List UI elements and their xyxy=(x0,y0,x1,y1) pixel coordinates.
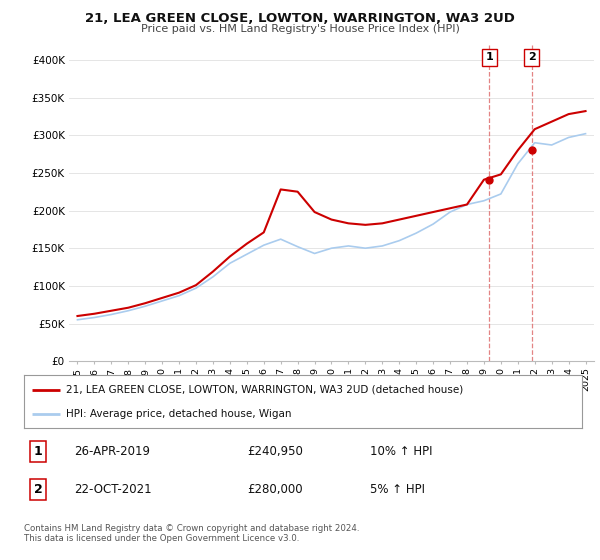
Text: 10% ↑ HPI: 10% ↑ HPI xyxy=(370,445,433,458)
Text: £240,950: £240,950 xyxy=(247,445,303,458)
Text: 1: 1 xyxy=(485,53,493,63)
Text: 1: 1 xyxy=(34,445,43,458)
Text: Price paid vs. HM Land Registry's House Price Index (HPI): Price paid vs. HM Land Registry's House … xyxy=(140,24,460,34)
Text: 2: 2 xyxy=(34,483,43,496)
Text: 21, LEA GREEN CLOSE, LOWTON, WARRINGTON, WA3 2UD (detached house): 21, LEA GREEN CLOSE, LOWTON, WARRINGTON,… xyxy=(66,385,463,395)
Text: 21, LEA GREEN CLOSE, LOWTON, WARRINGTON, WA3 2UD: 21, LEA GREEN CLOSE, LOWTON, WARRINGTON,… xyxy=(85,12,515,25)
Text: HPI: Average price, detached house, Wigan: HPI: Average price, detached house, Wiga… xyxy=(66,409,292,419)
Text: 26-APR-2019: 26-APR-2019 xyxy=(74,445,150,458)
Text: 2: 2 xyxy=(527,53,535,63)
Text: 5% ↑ HPI: 5% ↑ HPI xyxy=(370,483,425,496)
Text: £280,000: £280,000 xyxy=(247,483,303,496)
Text: 22-OCT-2021: 22-OCT-2021 xyxy=(74,483,152,496)
Text: Contains HM Land Registry data © Crown copyright and database right 2024.
This d: Contains HM Land Registry data © Crown c… xyxy=(24,524,359,543)
